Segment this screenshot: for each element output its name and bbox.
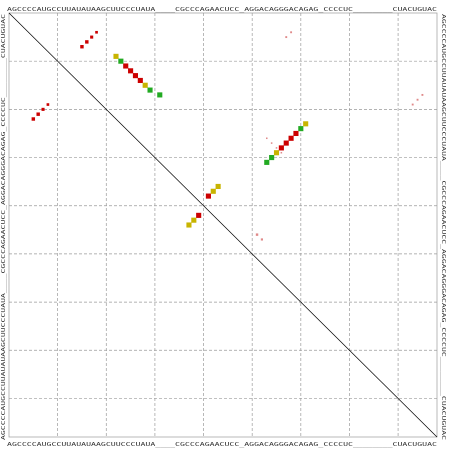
upper-dot bbox=[290, 31, 293, 34]
upper-dot bbox=[285, 36, 288, 39]
sequence-label-top: AGCCCCAUGCCUUAUAUAAGCUUCCCUAUA____CGCCCA… bbox=[7, 7, 437, 13]
lower-dot-yellow bbox=[215, 183, 221, 190]
upper-dot bbox=[260, 238, 263, 241]
lower-dot-red bbox=[293, 130, 299, 137]
upper-dot bbox=[275, 147, 278, 149]
upper-dot bbox=[90, 35, 94, 39]
plot-frame bbox=[8, 12, 438, 438]
lower-dot-red bbox=[132, 73, 139, 79]
upper-dot bbox=[280, 151, 283, 154]
lower-dot-yellow bbox=[303, 121, 309, 127]
lower-dot-yellow bbox=[191, 217, 197, 223]
lower-dot-green bbox=[147, 87, 153, 93]
upper-dot bbox=[255, 233, 259, 236]
lower-dot-red bbox=[196, 212, 202, 218]
upper-dot bbox=[266, 137, 268, 140]
lower-dot-yellow bbox=[210, 188, 216, 194]
lower-triangle-dots bbox=[113, 53, 309, 228]
lower-dot-red bbox=[137, 77, 143, 84]
lower-dot-yellow bbox=[273, 150, 280, 156]
lower-dot-red bbox=[205, 193, 211, 199]
lower-dot-red bbox=[283, 140, 289, 146]
lower-dot-green bbox=[298, 126, 304, 132]
upper-dot bbox=[421, 93, 424, 96]
upper-dot bbox=[270, 142, 273, 144]
sequence-label-left: AGCCCCAUGCCUUAUAUAAGCUUCCCUAUA____CGCCCA… bbox=[1, 14, 7, 440]
upper-dot bbox=[95, 30, 98, 34]
lower-dot-red bbox=[288, 135, 294, 141]
upper-dot bbox=[80, 45, 84, 49]
lower-dot-yellow bbox=[113, 53, 119, 59]
sequence-label-bottom: AGCCCCAUGCCUUAUAUAAGCUUCCCUAUA____CGCCCA… bbox=[7, 442, 437, 448]
upper-dot bbox=[41, 107, 45, 111]
upper-dot bbox=[36, 112, 40, 116]
main-diagonal bbox=[8, 12, 438, 438]
lower-dot-green bbox=[157, 92, 163, 98]
lower-dot-yellow bbox=[142, 82, 148, 88]
upper-dot bbox=[31, 117, 36, 121]
upper-dot bbox=[411, 103, 414, 106]
grid-layer bbox=[8, 12, 438, 438]
upper-dot bbox=[46, 103, 50, 106]
lower-dot-red bbox=[278, 145, 284, 151]
upper-triangle-dots bbox=[31, 30, 424, 241]
upper-dot bbox=[85, 40, 89, 44]
lower-dot-green bbox=[118, 58, 124, 64]
lower-dot-green bbox=[269, 154, 275, 161]
lower-dot-yellow bbox=[186, 222, 192, 228]
upper-dot bbox=[416, 98, 419, 101]
sequence-label-right: AGCCCCAUGCCUUAUAUAAGCUUCCCUAUA____CGCCCA… bbox=[440, 14, 446, 440]
lower-dot-red bbox=[128, 68, 134, 74]
lower-dot-green bbox=[264, 159, 270, 165]
lower-dot-red bbox=[123, 63, 129, 69]
